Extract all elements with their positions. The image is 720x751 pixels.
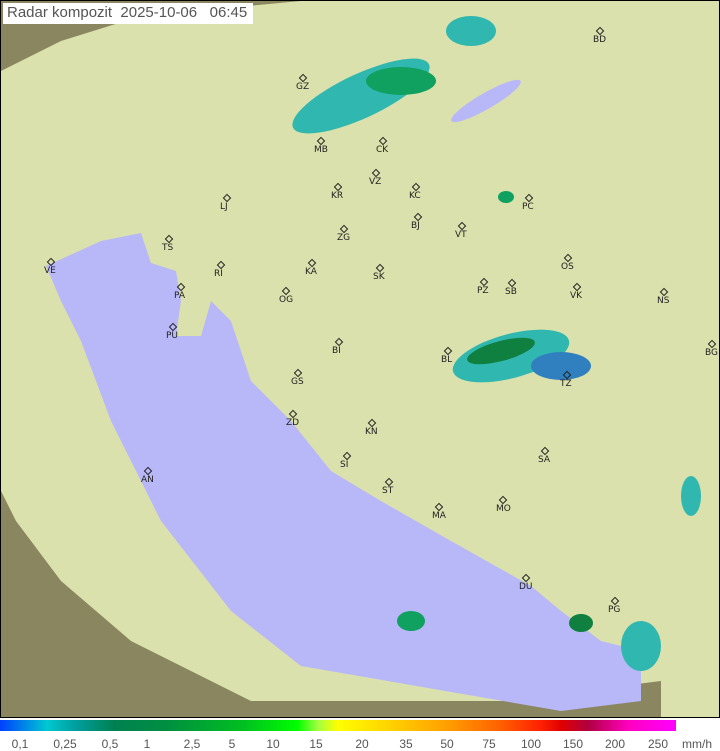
city-label: ST bbox=[382, 486, 394, 496]
adriatic-sea bbox=[46, 233, 641, 711]
city-label: KR bbox=[331, 191, 344, 201]
scale-tick-label: 0,25 bbox=[53, 737, 77, 751]
city-label: KA bbox=[305, 267, 317, 277]
radar-echoes bbox=[292, 16, 701, 671]
city-label: KN bbox=[365, 427, 378, 437]
city-label: ZG bbox=[337, 233, 351, 243]
scale-tick-label: 0,5 bbox=[101, 737, 119, 751]
scale-tick-label: 0,1 bbox=[11, 737, 29, 751]
city-label: BL bbox=[441, 355, 453, 365]
scale-tick-label: 100 bbox=[520, 737, 542, 751]
city-label: AN bbox=[141, 475, 154, 485]
scale-tick-label: 5 bbox=[228, 737, 236, 751]
scale-tick-label: 15 bbox=[309, 737, 323, 751]
scale-tick-label: 200 bbox=[604, 737, 626, 751]
city-label: PU bbox=[166, 331, 179, 341]
city-label: CK bbox=[376, 145, 389, 155]
city-label: MA bbox=[432, 511, 446, 521]
map-layer bbox=[1, 1, 719, 717]
city-label: BG bbox=[705, 348, 718, 358]
scale-tick-label: 1 bbox=[143, 737, 151, 751]
city-label: ZD bbox=[286, 418, 300, 428]
city-label: SK bbox=[373, 272, 385, 282]
city-label: BI bbox=[332, 346, 341, 356]
city-label: SA bbox=[538, 455, 551, 465]
city-label: LJ bbox=[220, 202, 228, 212]
city-label: PA bbox=[174, 291, 186, 301]
city-label: MO bbox=[496, 504, 511, 514]
city-label: PC bbox=[522, 202, 534, 212]
scale-unit: mm/h bbox=[682, 737, 712, 751]
city-label: BJ bbox=[411, 221, 420, 231]
radar-map[interactable]: BD GZ MB CK VZ KR KC LJ PC BJ TS ZG VT RI VE KA SK OS PA OG… bbox=[0, 0, 720, 718]
city-label: TS bbox=[162, 243, 174, 253]
scale-tick-label: 10 bbox=[266, 737, 280, 751]
city-label: VZ bbox=[369, 177, 382, 187]
scale-tick-label: 50 bbox=[440, 737, 454, 751]
scale-tick-label: 2,5 bbox=[183, 737, 201, 751]
city-label: OS bbox=[561, 262, 574, 272]
city-label: RI bbox=[214, 269, 223, 279]
city-label: GS bbox=[291, 377, 304, 387]
city-label: GZ bbox=[296, 82, 310, 92]
city-label: DU bbox=[519, 582, 533, 592]
city-label: TZ bbox=[560, 379, 572, 389]
city-label: SB bbox=[505, 287, 517, 297]
city-label: VK bbox=[570, 291, 583, 301]
precipitation-color-scale bbox=[0, 720, 676, 731]
lake-balaton bbox=[451, 79, 521, 123]
city-label: PZ bbox=[477, 286, 489, 296]
scale-tick-label: 150 bbox=[562, 737, 584, 751]
city-label: KC bbox=[409, 191, 421, 201]
scale-tick-label: 35 bbox=[399, 737, 413, 751]
city-label: NS bbox=[657, 296, 670, 306]
city-label: BD bbox=[593, 35, 607, 45]
city-label: MB bbox=[314, 145, 328, 155]
city-label: OG bbox=[279, 295, 294, 305]
scale-tick-label: 250 bbox=[647, 737, 669, 751]
map-title: Radar kompozit 2025-10-06 06:45 bbox=[3, 3, 254, 24]
city-label: PG bbox=[608, 605, 621, 615]
scale-tick-label: 75 bbox=[482, 737, 496, 751]
scale-tick-label: 20 bbox=[355, 737, 369, 751]
city-label: VT bbox=[455, 230, 467, 240]
city-label: VE bbox=[44, 266, 56, 276]
city-label: SI bbox=[340, 460, 349, 470]
